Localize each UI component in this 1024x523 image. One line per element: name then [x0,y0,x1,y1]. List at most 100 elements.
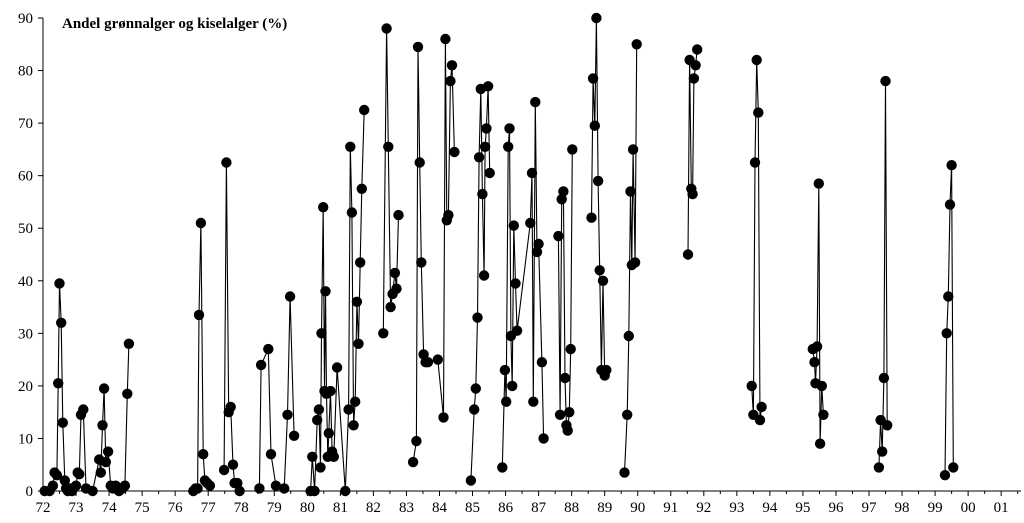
data-point [383,141,394,152]
chart-title: Andel grønnalger og kiselalger (%) [62,16,287,32]
x-tick-label: 98 [895,500,910,516]
data-point [438,412,449,423]
data-point [318,202,329,213]
data-point [586,212,597,223]
series-line [812,183,824,444]
data-point [102,446,114,457]
x-tick-label: 84 [432,500,448,516]
y-tick-label: 30 [18,326,33,342]
data-point [309,485,320,497]
data-point [818,409,829,420]
x-tick-label: 96 [828,500,844,516]
data-point [446,60,458,71]
data-point [320,286,331,297]
data-point [78,404,89,415]
x-tick-label: 81 [333,500,348,516]
x-tick-label: 77 [201,500,217,516]
x-tick-label: 97 [862,500,878,516]
data-point [627,144,639,155]
data-point [504,123,515,134]
data-point [510,278,521,289]
data-point [414,157,425,168]
x-tick-label: 72 [36,500,51,516]
data-point [95,467,107,478]
data-point [416,257,427,268]
data-point [350,396,361,407]
data-point [556,194,567,205]
data-point [528,396,539,407]
chart-axes [42,18,1021,492]
x-tick-label: 93 [729,500,744,516]
data-point [470,383,481,394]
data-point [533,238,544,250]
data-point [56,317,67,328]
data-point [481,123,492,134]
data-point [97,420,108,431]
data-point [313,404,325,415]
data-point [754,414,766,426]
data-point [346,207,358,218]
series-points [39,12,959,497]
data-point [288,430,300,441]
data-point [625,186,636,197]
y-tick-label: 0 [26,484,34,500]
data-point [591,12,602,24]
data-point [385,301,396,313]
x-tick-label: 82 [366,500,381,516]
data-point [688,73,700,84]
data-point [270,480,282,491]
data-point [499,364,511,376]
data-point [511,325,523,336]
series-line [501,102,545,468]
y-tick-label: 50 [18,221,33,237]
data-point [530,96,541,108]
x-tick-label: 85 [465,500,480,516]
data-point [74,469,85,480]
x-tick-label: 75 [135,500,150,516]
data-point [946,160,957,171]
data-point [232,477,243,489]
data-point [195,217,207,229]
data-point [331,362,343,373]
series-line [310,109,365,492]
data-point [422,357,434,368]
data-point [619,467,630,478]
data-point [351,296,363,307]
x-tick-label: 87 [531,500,547,516]
data-point [393,209,404,221]
data-point [472,312,483,323]
data-point [482,81,494,92]
data-point [525,217,536,229]
data-point [753,107,764,118]
data-point [589,120,600,131]
data-point [227,459,239,470]
data-point [54,278,65,289]
x-tick-label: 92 [696,500,711,516]
data-point [562,425,573,436]
x-tick-label: 76 [168,500,184,516]
data-point [345,141,356,152]
data-point [554,409,566,420]
data-point [53,378,64,389]
data-point [479,141,491,152]
x-tick-label: 78 [234,500,249,516]
data-point [254,483,265,494]
data-point [687,188,698,200]
data-point [98,383,110,394]
data-point [809,357,820,368]
data-point [558,186,569,197]
data-point [123,338,135,349]
data-point [440,33,451,45]
data-point [813,178,824,189]
data-point [816,380,827,392]
data-point [234,485,245,497]
x-tick-label: 73 [69,500,84,516]
data-point [756,401,767,413]
data-point [622,409,633,420]
data-point [47,480,59,491]
data-point [497,462,508,473]
data-point [51,470,63,481]
x-axis-ticks: 72 73 74 75 76 77 78 79 80 81 82 83 84 85 86 87 88 89 90 91… [36,491,1019,516]
x-tick-label: 01 [994,500,1009,516]
